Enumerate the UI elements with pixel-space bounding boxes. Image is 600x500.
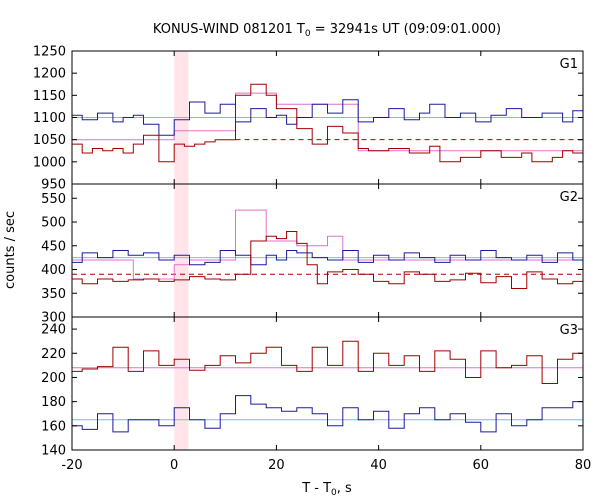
g1-y-tick-label: 950 <box>41 178 66 193</box>
g3-y-tick-label: 240 <box>41 323 66 338</box>
chart-title: KONUS-WIND 081201 T0 = 32941s UT (09:09:… <box>153 22 501 39</box>
g3-y-tick-label: 220 <box>41 347 66 362</box>
chart-title-sub: 0 <box>305 29 311 39</box>
g3-y-tick-label: 180 <box>41 395 66 410</box>
g1-y-tick-label: 1050 <box>33 133 66 148</box>
y-axis-label: counts / sec <box>3 211 18 289</box>
g3-blue-series <box>72 395 584 433</box>
x-tick-label: -20 <box>61 458 82 473</box>
x-tick-label: 0 <box>170 458 178 473</box>
g2-y-tick-label: 400 <box>41 263 66 278</box>
g1-y-tick-label: 1200 <box>33 67 66 82</box>
g2-panel-label: G2 <box>560 190 578 205</box>
x-tick-label: 80 <box>575 458 592 473</box>
plot-area: 950100010501100115012001250G130035040045… <box>33 45 591 474</box>
g1-blue-series <box>72 99 583 136</box>
chart-title-main: KONUS-WIND 081201 T <box>153 22 305 37</box>
trigger-highlight-band <box>174 51 189 450</box>
g2-y-tick-label: 300 <box>41 311 66 326</box>
g3-y-tick-label: 160 <box>41 419 66 434</box>
g2-y-tick-label: 500 <box>41 216 66 231</box>
g1-panel-label: G1 <box>560 57 578 72</box>
g2-panel-frame <box>71 183 584 318</box>
g3-y-tick-label: 200 <box>41 371 66 386</box>
g3-red-series <box>72 340 584 390</box>
g1-y-tick-label: 1100 <box>33 111 66 126</box>
g2-y-tick-label: 350 <box>41 287 66 302</box>
g2-y-tick-label: 550 <box>41 192 66 207</box>
x-tick-label: 20 <box>268 458 285 473</box>
g3-panel-frame <box>71 316 584 451</box>
x-tick-label: 60 <box>473 458 490 473</box>
x-axis-label-main: T - T <box>301 481 331 496</box>
g2-pink-series <box>72 209 583 280</box>
g2-y-tick-label: 450 <box>41 239 66 254</box>
g3-panel-label: G3 <box>560 323 578 338</box>
g2-blue-series <box>72 250 583 266</box>
chart-title-rest: = 32941s UT (09:09:01.000) <box>311 22 501 37</box>
g1-y-tick-label: 1250 <box>33 45 66 60</box>
x-axis-label: T - T0, s <box>301 481 352 498</box>
g1-y-tick-label: 1000 <box>33 155 66 170</box>
g3-y-tick-label: 140 <box>41 444 66 459</box>
x-tick-label: 40 <box>370 458 387 473</box>
g2-red-series <box>72 231 583 289</box>
x-axis-label-rest: , s <box>337 481 352 496</box>
g1-y-tick-label: 1150 <box>33 89 66 104</box>
g1-red-series <box>72 83 583 163</box>
x-axis-label-sub: 0 <box>331 488 337 498</box>
